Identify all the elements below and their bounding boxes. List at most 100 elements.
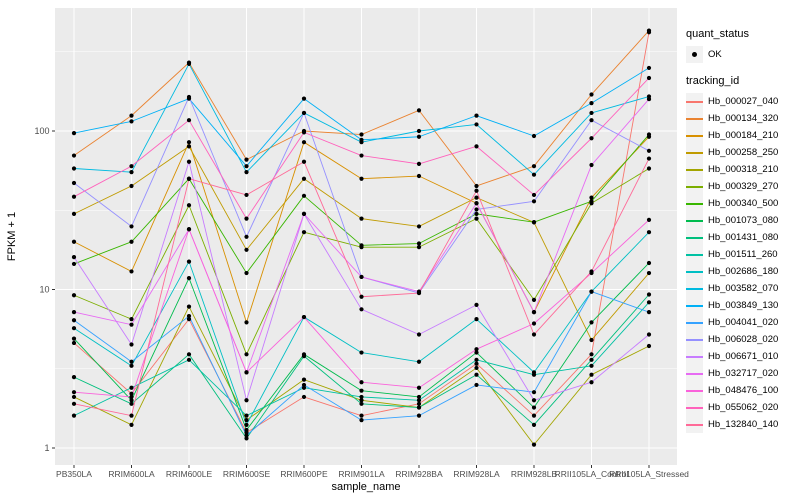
data-point: [301, 382, 307, 388]
data-point: [186, 304, 192, 309]
data-point: [71, 340, 77, 346]
data-point: [416, 241, 422, 246]
data-point: [474, 372, 479, 377]
data-point: [416, 398, 422, 403]
data-point: [531, 332, 537, 337]
data-point: [359, 176, 364, 181]
legend-key-box: [686, 195, 703, 212]
data-point: [589, 118, 594, 123]
data-point: [531, 164, 537, 169]
data-point: [129, 398, 134, 403]
data-point: [416, 385, 422, 390]
legend-key-box: [686, 110, 703, 127]
legend-key-box: [686, 348, 703, 365]
data-point: [186, 144, 192, 149]
data-point: [244, 170, 249, 175]
legend-item-Hb_055062_020: Hb_055062_020: [686, 399, 798, 416]
data-point: [646, 230, 652, 235]
data-point: [646, 270, 652, 276]
x-tick-label: PB350LA: [56, 469, 92, 479]
data-point: [186, 203, 192, 208]
data-point: [244, 422, 249, 427]
data-point: [531, 172, 537, 177]
data-point: [301, 159, 307, 164]
data-point: [646, 300, 652, 305]
line-swatch-icon: [686, 117, 703, 120]
data-point: [244, 234, 249, 239]
data-point: [71, 394, 77, 400]
data-point: [244, 216, 249, 221]
data-point: [129, 164, 134, 169]
data-point: [416, 161, 422, 167]
data-point: [589, 110, 594, 116]
data-point: [646, 65, 652, 71]
data-point: [359, 417, 364, 423]
data-point: [71, 293, 77, 298]
line-swatch-icon: [686, 253, 703, 256]
data-point: [416, 128, 422, 134]
legend-item-label: OK: [708, 49, 722, 60]
data-point: [244, 352, 249, 357]
legend-item-label: Hb_132840_140: [708, 419, 779, 430]
data-point: [301, 377, 307, 382]
data-point: [71, 375, 77, 380]
data-point: [301, 314, 307, 320]
legend-item-Hb_000184_210: Hb_000184_210: [686, 127, 798, 144]
line-swatch-icon: [686, 372, 703, 375]
data-point: [646, 217, 652, 222]
data-point: [589, 195, 594, 200]
legend-key-box: [686, 229, 703, 246]
data-point: [186, 159, 192, 164]
legend-item-label: Hb_002686_180: [708, 266, 779, 277]
legend-item-label: Hb_000027_040: [708, 96, 779, 107]
data-point: [71, 336, 77, 341]
data-point: [359, 401, 364, 406]
data-point: [646, 166, 652, 171]
data-point: [359, 274, 364, 280]
data-point: [359, 137, 364, 142]
legend-item-label: Hb_000329_270: [708, 181, 779, 192]
data-point: [359, 350, 364, 355]
data-point: [589, 92, 594, 97]
data-point: [474, 183, 479, 189]
data-point: [71, 401, 77, 406]
data-point: [129, 113, 134, 118]
data-point: [474, 382, 479, 388]
data-point: [589, 289, 594, 294]
legend-key-box: [686, 399, 703, 416]
legend-item-Hb_132840_140: Hb_132840_140: [686, 416, 798, 433]
data-point: [646, 75, 652, 81]
legend-item-label: Hb_055062_020: [708, 402, 779, 413]
x-tick-label: RRIM928LA: [453, 469, 500, 479]
point-marker-icon: [692, 52, 697, 57]
data-point: [416, 401, 422, 406]
data-point: [186, 276, 192, 281]
legend-item-Hb_003849_130: Hb_003849_130: [686, 297, 798, 314]
legend-item-label: Hb_006028_020: [708, 334, 779, 345]
data-point: [589, 199, 594, 204]
data-point: [531, 413, 537, 418]
data-point: [589, 320, 594, 325]
data-point: [244, 270, 249, 276]
data-point: [129, 183, 134, 189]
x-tick-label: RRII105LA_Stressed: [609, 469, 689, 479]
y-tick-label: 1: [44, 443, 49, 453]
data-point: [474, 317, 479, 322]
y-tick-label: 10: [39, 285, 49, 295]
line-swatch-icon: [686, 100, 703, 103]
data-point: [474, 211, 479, 216]
line-swatch-icon: [686, 185, 703, 188]
data-point: [129, 413, 134, 418]
data-point: [589, 352, 594, 357]
data-point: [186, 352, 192, 357]
data-point: [129, 401, 134, 406]
data-point: [359, 394, 364, 400]
data-point: [301, 394, 307, 400]
data-point: [474, 207, 479, 212]
data-point: [244, 436, 249, 441]
data-point: [589, 136, 594, 141]
line-swatch-icon: [686, 406, 703, 409]
legend-item-label: Hb_001511_260: [708, 249, 778, 260]
data-point: [646, 343, 652, 349]
